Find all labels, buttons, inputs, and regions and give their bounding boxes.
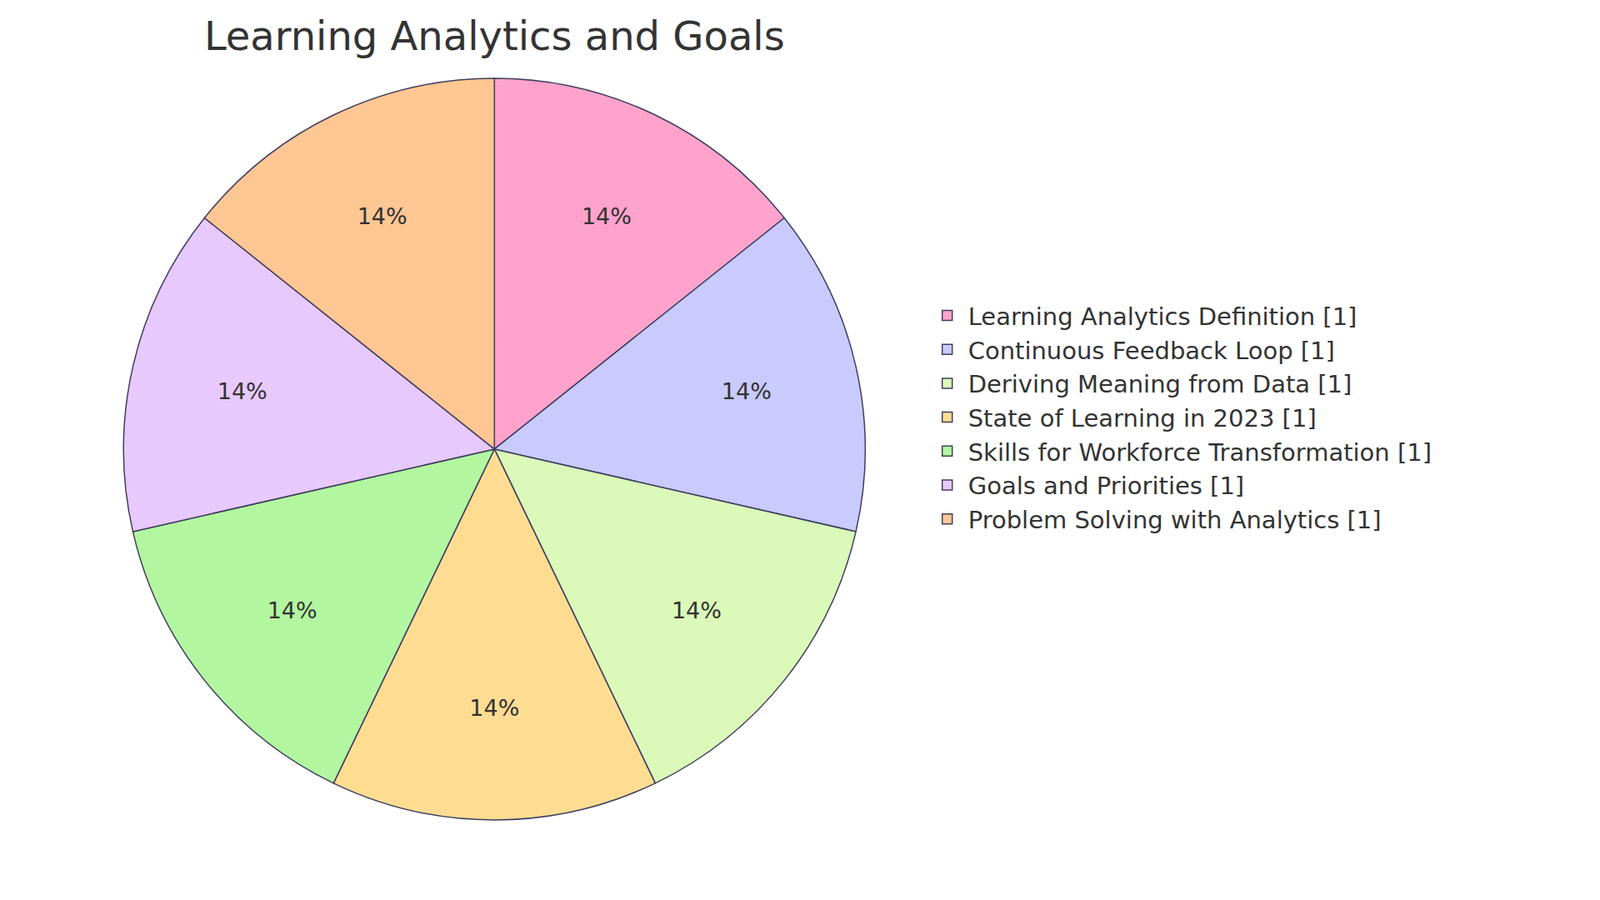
svg-text:14%: 14%: [267, 597, 318, 624]
svg-text:Continuous Feedback Loop [1]: Continuous Feedback Loop [1]: [968, 336, 1335, 365]
svg-text:14%: 14%: [469, 695, 520, 721]
svg-text:Problem Solving with Analytics: Problem Solving with Analytics [1]: [968, 505, 1382, 535]
svg-text:14%: 14%: [721, 378, 772, 405]
svg-text:Skills for Workforce Transform: Skills for Workforce Transformation [1]: [968, 438, 1432, 467]
svg-text:14%: 14%: [357, 203, 408, 230]
svg-text:Learning Analytics and Goals: Learning Analytics and Goals: [204, 12, 785, 60]
svg-text:Deriving Meaning from Data [1]: Deriving Meaning from Data [1]: [968, 370, 1353, 399]
svg-text:14%: 14%: [217, 378, 268, 405]
svg-text:Learning Analytics Definition: Learning Analytics Definition [1]: [968, 302, 1358, 331]
svg-text:14%: 14%: [671, 597, 722, 624]
svg-text:State of Learning in 2023 [1]: State of Learning in 2023 [1]: [968, 404, 1317, 433]
svg-text:14%: 14%: [581, 203, 632, 230]
svg-text:Goals and Priorities [1]: Goals and Priorities [1]: [968, 471, 1245, 500]
